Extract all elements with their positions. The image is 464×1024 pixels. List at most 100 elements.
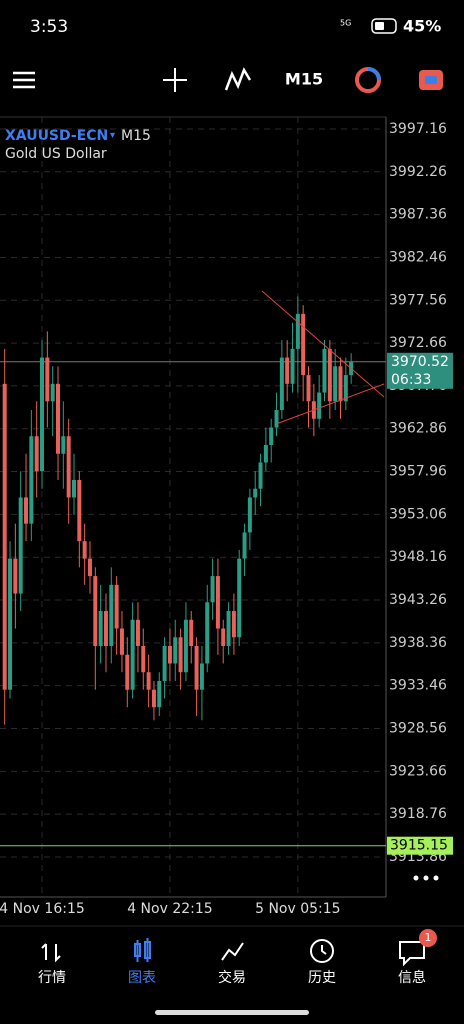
candle-body xyxy=(24,497,29,524)
objects-button[interactable] xyxy=(355,67,381,93)
candle-body xyxy=(205,602,210,664)
candle-body xyxy=(34,436,39,472)
y-tick-label: 3948.16 xyxy=(389,549,447,565)
candle-body xyxy=(71,479,76,498)
candle-body xyxy=(269,427,274,445)
symbol[interactable]: XAUUSD-ECN xyxy=(5,128,108,144)
battery-icon xyxy=(371,18,397,34)
price-tag-value: 3970.52 xyxy=(391,354,449,370)
trade-button[interactable] xyxy=(419,70,443,90)
candle-body xyxy=(61,436,66,454)
candle-body xyxy=(135,619,140,647)
y-tick-label: 3962.86 xyxy=(389,421,447,437)
candle-body xyxy=(290,348,295,384)
home-indicator xyxy=(155,1010,309,1015)
candle-body xyxy=(93,576,98,647)
timeframe-button[interactable]: M15 xyxy=(285,70,323,89)
candle-body xyxy=(183,619,188,673)
candle-body xyxy=(295,313,300,349)
y-tick-label: 3938.36 xyxy=(389,635,447,651)
badge xyxy=(419,929,437,947)
y-tick-label: 3953.06 xyxy=(389,506,447,522)
nav-label[interactable]: 历史 xyxy=(308,970,336,986)
chart-timeframe: M15 xyxy=(121,128,151,144)
candle-body xyxy=(178,637,183,673)
history-icon[interactable] xyxy=(310,939,334,963)
y-tick-label: 3933.46 xyxy=(389,678,447,694)
candle-body xyxy=(151,689,156,708)
candle-body xyxy=(173,637,178,664)
nav-label[interactable]: 交易 xyxy=(218,969,246,986)
candle-body xyxy=(189,619,194,647)
trend-line xyxy=(275,383,385,425)
candle-body xyxy=(45,357,50,402)
candle-body xyxy=(77,479,82,542)
level-label: 3915.15 xyxy=(390,838,448,854)
candle-body xyxy=(82,541,87,559)
nav-icons xyxy=(41,938,425,967)
symbol-dropdown[interactable]: ▾ xyxy=(110,130,115,141)
y-tick-label: 3923.66 xyxy=(389,763,447,779)
trade-icon[interactable] xyxy=(221,942,244,961)
crosshair-button[interactable] xyxy=(163,68,187,92)
status-network: 5G xyxy=(340,19,351,28)
candle-body xyxy=(13,558,18,594)
candle-body xyxy=(114,584,119,629)
candle-body xyxy=(226,611,231,647)
more-button[interactable] xyxy=(413,875,439,881)
y-tick-label: 3992.26 xyxy=(389,164,447,180)
quotes-icon[interactable] xyxy=(41,943,61,963)
candle-body xyxy=(322,348,327,393)
candle-body xyxy=(306,375,311,402)
candle-body xyxy=(237,558,242,638)
candle-body xyxy=(56,383,60,454)
candle-body xyxy=(263,444,268,463)
nav-label[interactable]: 行情 xyxy=(38,970,66,986)
battery-level: 45% xyxy=(403,17,441,36)
candle-body xyxy=(87,558,92,577)
indicators-button[interactable] xyxy=(224,67,252,91)
candle-body xyxy=(327,348,332,402)
y-tick-label: 3957.96 xyxy=(389,464,447,480)
price-tag xyxy=(387,352,453,389)
menu-button[interactable] xyxy=(13,71,35,89)
candle-body xyxy=(231,611,236,638)
nav-label[interactable]: 图表 xyxy=(128,970,156,986)
y-tick-label: 3972.66 xyxy=(389,335,447,351)
candle-body xyxy=(333,366,338,402)
price-tag-countdown: 06:33 xyxy=(391,372,431,388)
candle-body xyxy=(130,619,135,690)
candle-body xyxy=(338,366,343,402)
trend-line xyxy=(261,290,385,398)
candle-body xyxy=(18,497,23,594)
candle-body xyxy=(210,576,215,603)
candle-body xyxy=(215,576,220,629)
candle-body xyxy=(66,436,71,498)
y-tick-label: 3997.16 xyxy=(389,121,447,137)
candle-body xyxy=(242,532,247,559)
candle-body xyxy=(258,462,263,489)
candle-body xyxy=(146,672,151,690)
candle-body xyxy=(194,646,199,690)
x-tick-label: 4 Nov 16:15 xyxy=(0,901,85,917)
y-tick-label: 3987.36 xyxy=(389,207,447,223)
badge-count: 1 xyxy=(425,931,432,944)
chart-icon[interactable] xyxy=(134,938,151,962)
candle-body xyxy=(301,313,306,376)
candle-body xyxy=(253,488,258,498)
y-tick-label: 3918.76 xyxy=(389,806,447,822)
y-tick-label: 3982.46 xyxy=(389,249,447,265)
symbol-description: Gold US Dollar xyxy=(5,146,107,162)
x-tick-label: 5 Nov 05:15 xyxy=(255,901,340,917)
candle-body xyxy=(247,497,252,533)
candle-body xyxy=(50,383,55,402)
y-tick-label: 3928.56 xyxy=(389,721,447,737)
chart-area xyxy=(0,116,387,898)
candle-body xyxy=(279,357,284,411)
candle-body xyxy=(141,646,146,673)
nav-label[interactable]: 信息 xyxy=(398,969,426,986)
y-tick-label: 3943.26 xyxy=(389,592,447,608)
candle-body xyxy=(119,628,124,655)
candle-body xyxy=(40,357,45,472)
